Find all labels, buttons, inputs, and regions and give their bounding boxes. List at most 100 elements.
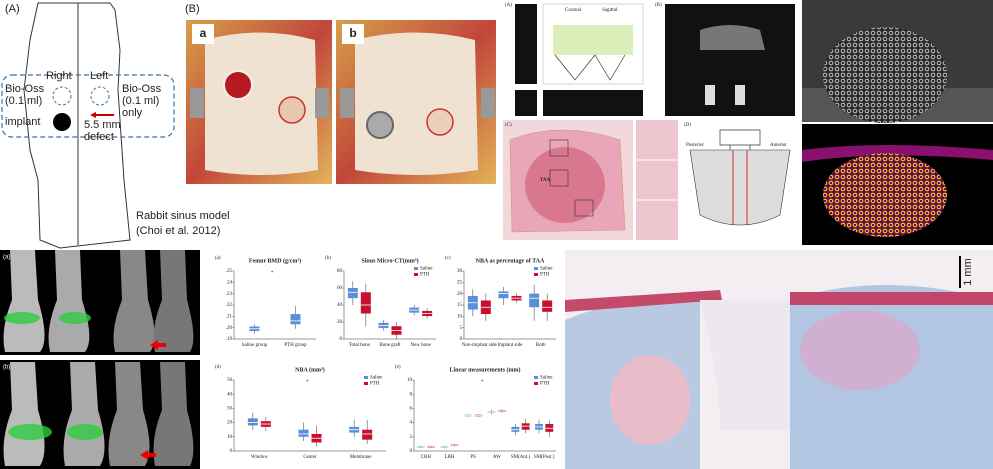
- x-tick-label: SM(Ant.): [511, 455, 531, 460]
- annotation: *: [271, 271, 274, 276]
- y-tick-label: 20: [337, 320, 343, 325]
- y-tick-label: 10: [227, 435, 233, 440]
- scale-bar-label: 1 mm: [962, 258, 974, 286]
- chart-panel: [323, 253, 441, 355]
- note: only: [122, 107, 143, 119]
- box: [542, 300, 553, 312]
- y-tick-label: 30: [457, 269, 463, 274]
- y-tick-label: 50: [227, 378, 233, 383]
- box: [362, 429, 373, 440]
- x-tick-label: CBH: [421, 455, 432, 460]
- view-label: Sagittal: [602, 8, 618, 13]
- note: (0.1 ml): [122, 95, 159, 107]
- x-tick-label: Saline group: [242, 343, 268, 348]
- chart-label: (d): [215, 365, 221, 370]
- legend-label: PTH: [540, 382, 550, 387]
- legend-swatch: [534, 376, 538, 379]
- panel-label: (B): [655, 3, 662, 8]
- caption: Rabbit sinus model: [136, 210, 230, 222]
- sinus-sketch: (A) Right Left Bio-Oss (0.1 ml) implant …: [1, 2, 230, 249]
- legend-label: PTH: [540, 273, 550, 278]
- y-tick-label: 40: [337, 303, 343, 308]
- y-tick-label: 20: [227, 421, 233, 426]
- legend-swatch: [414, 267, 418, 270]
- chart-label: (e): [395, 365, 401, 370]
- y-tick-label: 10: [457, 314, 463, 319]
- annotation: *: [306, 380, 309, 385]
- y-tick-label: 60: [337, 286, 343, 291]
- panel-label: (B): [185, 3, 200, 15]
- y-tick-label: 30: [227, 407, 233, 412]
- x-tick-label: SM(Post.): [534, 455, 555, 460]
- panel-label: (a): [3, 255, 10, 261]
- legend-swatch: [364, 376, 368, 379]
- note: Bio-Oss: [5, 83, 45, 95]
- box: [498, 291, 509, 299]
- x-tick-label: Window: [251, 455, 268, 460]
- box: [298, 429, 309, 437]
- chart-panel: [443, 253, 561, 355]
- y-tick-label: 5: [460, 326, 463, 331]
- y-tick-label: 6: [410, 407, 413, 412]
- y-tick-label: 0: [410, 449, 413, 454]
- box: [290, 314, 301, 325]
- legend-label: PTH: [370, 382, 380, 387]
- caption: (Choi et al. 2012): [136, 225, 220, 237]
- x-tick-label: Center: [303, 455, 317, 460]
- y-tick-label: .21: [226, 314, 233, 319]
- x-tick-label: LBH: [445, 455, 455, 460]
- y-tick-label: .22: [226, 303, 233, 308]
- legend-swatch: [534, 267, 538, 270]
- panel-label: (D): [684, 123, 691, 128]
- panel-label: (b): [3, 365, 10, 371]
- panel-label: (A): [5, 3, 20, 15]
- y-tick-label: .24: [226, 280, 233, 285]
- y-tick-label: 0: [340, 337, 343, 342]
- note: (0.1 ml): [5, 95, 42, 107]
- chart-panel: [213, 362, 391, 467]
- chart-panel: [393, 362, 561, 467]
- note: 5.5 mm: [84, 119, 121, 131]
- panel-label: (A): [505, 3, 512, 8]
- x-tick-label: Bone graft: [379, 343, 401, 348]
- x-tick-label: Total bone: [349, 343, 371, 348]
- y-tick-label: 4: [410, 421, 413, 426]
- legend-label: Saline: [420, 267, 433, 272]
- legend-label: Saline: [540, 376, 553, 381]
- side-label: Right: [46, 70, 72, 82]
- chart-title: Linear measurements (mm): [449, 366, 520, 373]
- x-tick-label: Membrane: [350, 455, 372, 460]
- y-tick-label: 20: [457, 292, 463, 297]
- x-tick-label: PS: [470, 455, 476, 460]
- x-tick-label: Both: [536, 343, 546, 348]
- box: [360, 292, 371, 314]
- box: [529, 293, 540, 308]
- chart-title: Sinus Micro-CT(mm³): [361, 257, 418, 264]
- chart-label: (b): [325, 256, 331, 261]
- panel-label: (C): [505, 123, 512, 128]
- y-tick-label: 8: [410, 392, 413, 397]
- x-tick-label: Non-implant side: [462, 343, 498, 348]
- direction-label: Posterior: [686, 143, 704, 148]
- direction-label: Anterior: [770, 143, 787, 148]
- legend-swatch: [414, 273, 418, 276]
- schematic: (A) Coronal Sagittal (B) (C) TAA (D) Pos…: [503, 3, 798, 240]
- y-tick-label: .25: [226, 269, 233, 274]
- y-tick-label: 0: [460, 337, 463, 342]
- surgery-photos: (B) a b: [185, 3, 496, 184]
- chart-title: NBA as percentage of TAA: [476, 258, 545, 264]
- x-tick-label: PTH group: [284, 343, 307, 348]
- note: implant: [5, 116, 40, 128]
- note: Bio-Oss: [122, 83, 162, 95]
- y-tick-label: 10: [407, 378, 413, 383]
- histology: 1 mm: [565, 250, 993, 469]
- xray: (a) (b): [0, 250, 200, 469]
- y-tick-label: .20: [226, 326, 233, 331]
- region-label: TAA: [540, 178, 551, 183]
- box-plots: (a) Femur BMD (g/cm²) .19 .20 .21 .22 .23 .24 .2…: [213, 253, 561, 467]
- legend-label: Saline: [540, 267, 553, 272]
- y-tick-label: 2: [410, 435, 413, 440]
- box: [347, 288, 358, 299]
- photo-label: a: [200, 26, 207, 40]
